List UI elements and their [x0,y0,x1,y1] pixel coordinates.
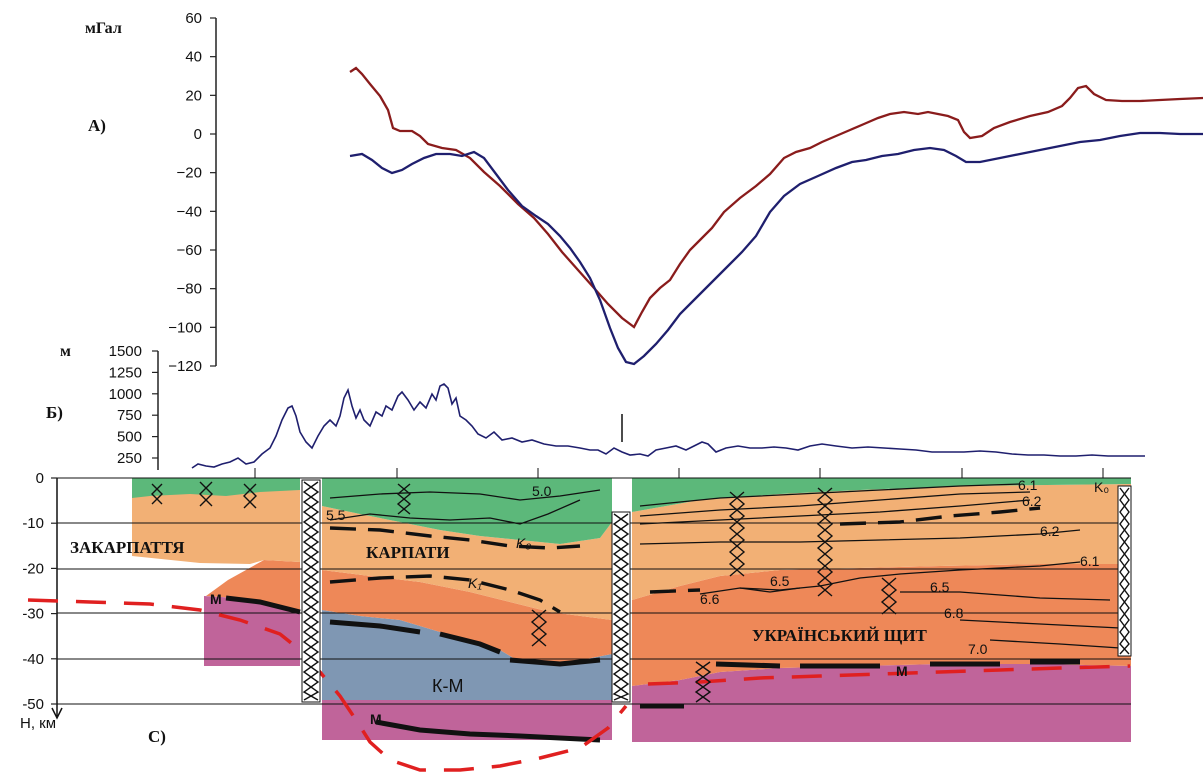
panel-a-ticks: 60 40 20 0 −20 −40 −60 −80 −100 −120 [168,10,216,375]
panel-c-tick-label: 0 [36,470,44,487]
layer-upper-crust-center [322,506,612,620]
panel-b-label: Б) [46,403,63,422]
panel-a-tick-label: −40 [177,203,202,220]
depth-gridlines [57,477,1131,705]
panel-a-unit: мГал [85,20,122,37]
panel-c-tick-label: -20 [22,560,44,577]
isoline-label-6-1-top: 6.1 [1018,477,1038,493]
panel-a-tick-label: −60 [177,242,202,259]
panel-c-tick-label: -40 [22,651,44,668]
panel-a-tick-label: −80 [177,281,202,298]
panel-c-tick-label: -50 [22,696,44,713]
panel-a-tick-label: 20 [185,87,202,104]
label-k1: K₁ [468,575,482,591]
panel-b-tick-label: 1500 [109,343,142,360]
label-m-right: М [896,663,908,679]
layer-sediments-left [132,478,300,498]
velocity-isolines [329,483,1121,649]
panel-b-tick-label: 1250 [109,364,142,381]
isoline-label-6-5-right: 6.5 [930,579,950,595]
topography-curve [191,383,1145,469]
moho-hatched-segments [225,595,1080,743]
isoline-label-6-5-left: 6.5 [770,573,790,589]
panel-a-tick-label: 0 [194,126,202,143]
panel-b-tick-label: 500 [117,429,142,446]
label-k0-left: K₀ [516,535,531,551]
panel-b-ticks: 1500 1250 1000 750 500 250 [109,343,158,467]
panel-b: 1500 1250 1000 750 500 250 м Б) [46,343,1145,470]
region-zakarpattia: ЗАКАРПАТТЯ [70,538,185,557]
panel-a-tick-label: 40 [185,49,202,66]
layer-sediments-center [322,478,612,544]
region-ukrainian-shield: УКРАЇНСЬКИЙ ЩИТ [752,626,928,645]
label-k0-right: K₀ [1094,479,1109,495]
panel-c-top-ticks [254,468,1104,478]
layer-lower-crust-right [632,564,1131,686]
moho-red-dashes [27,598,1131,772]
panel-c-ticks: 0 -10 -20 -30 -40 -50 [22,470,57,713]
panel-b-unit: м [60,343,71,360]
panel-a-tick-label: −100 [168,319,202,336]
panel-c-tick-label: -30 [22,606,44,623]
panel-a-tick-label: 60 [185,10,202,27]
isoline-label-6-6: 6.6 [700,591,720,607]
panel-c-tick-label: -10 [22,515,44,532]
isoline-label-7-0: 7.0 [968,641,988,657]
panel-b-tick-label: 250 [117,450,142,467]
label-m-bottom: М [370,711,382,727]
wells [151,479,1132,703]
isoline-label-6-2: 6.2 [1040,523,1060,539]
layer-sediments-right [632,478,1131,512]
label-m-left: М [210,591,222,607]
boundary-dashes [329,506,1041,614]
isoline-label-5-5: 5.5 [326,507,346,523]
gravity-red-curve [349,66,1203,329]
layer-mantle-center [322,700,612,740]
panel-b-tick-label: 1000 [109,386,142,403]
isoline-label-5-0: 5.0 [532,483,552,499]
panel-a-label: А) [88,116,106,135]
panel-c-axis-label: Н, км [20,715,56,732]
gravity-blue-curve [349,131,1203,366]
label-km: К-М [432,676,463,696]
region-karpaty: КАРПАТИ [366,543,450,562]
depth-arrow-icon [51,707,63,720]
layer-mantle-right [632,664,1131,742]
panel-a: 60 40 20 0 −20 −40 −60 −80 −100 −120 мГал А) [85,10,1203,375]
isoline-label-6-2-top: 6.2 [1022,493,1042,509]
isoline-label-6-8: 6.8 [944,605,964,621]
isoline-label-6-1: 6.1 [1080,553,1100,569]
panel-b-tick-label: 750 [117,407,142,424]
panel-a-tick-label: −20 [177,165,202,182]
panel-c: 0 -10 -20 -30 -40 -50 Н, км С) [20,468,1132,772]
layer-upper-crust-left [132,490,300,564]
panel-c-label: С) [148,727,166,746]
layer-lower-crust-left [206,560,300,612]
panel-a-tick-label: −120 [168,358,202,375]
